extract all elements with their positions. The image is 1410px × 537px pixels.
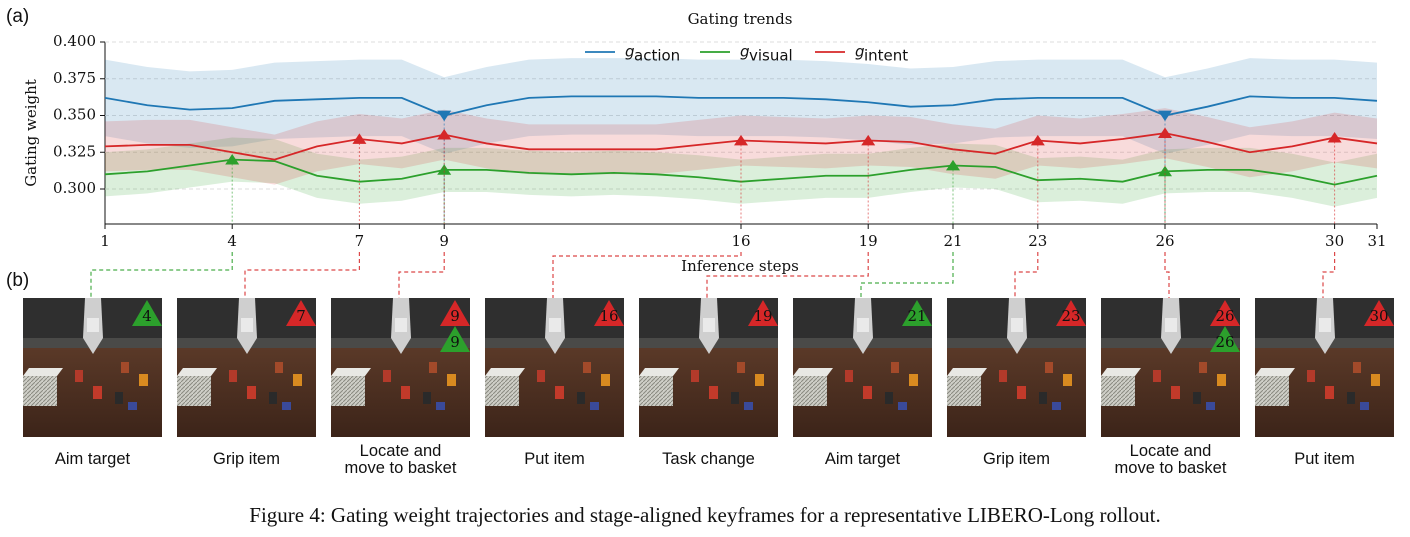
badge	[132, 300, 162, 326]
badge	[1210, 300, 1240, 326]
connector	[1164, 252, 1170, 298]
keyframe-label: Grip item	[983, 450, 1050, 468]
figure: Gating trends Gating weight Inference st…	[22, 10, 1394, 437]
panel-label: (a)	[6, 6, 30, 27]
y-tick-label: 0.325	[53, 142, 96, 160]
x-tick-label: 9	[439, 232, 449, 250]
legend-label: visual	[749, 47, 793, 65]
keyframe-label: Task change	[662, 450, 755, 468]
legend-symbol: g	[625, 43, 635, 61]
connector	[90, 252, 233, 298]
badge	[1364, 300, 1394, 326]
connector	[706, 252, 869, 298]
x-tick-label: 4	[227, 232, 237, 250]
badge	[440, 326, 470, 352]
badge-number: 19	[753, 307, 772, 325]
marker	[1327, 131, 1342, 143]
badge	[594, 300, 624, 326]
marker	[861, 134, 876, 146]
legend-label: intent	[864, 47, 908, 65]
keyframe-label: Grip item	[213, 450, 280, 468]
badge-number: 9	[450, 307, 460, 325]
connector	[552, 252, 742, 298]
panel-label: (b)	[6, 270, 30, 291]
x-tick-label: 7	[355, 232, 365, 250]
x-tick-label: 23	[1028, 232, 1047, 250]
badge-number: 23	[1061, 307, 1080, 325]
badge	[1056, 300, 1086, 326]
legend-label: action	[634, 47, 680, 65]
marker	[437, 164, 452, 175]
x-tick-label: 26	[1155, 232, 1174, 250]
x-axis-label: Inference steps	[681, 257, 799, 275]
band	[105, 137, 1377, 207]
badge-number: 4	[142, 307, 152, 325]
marker	[734, 134, 748, 146]
badge	[286, 300, 316, 326]
badge	[902, 300, 932, 326]
band	[105, 58, 1377, 154]
connector	[1014, 252, 1039, 298]
keyframe-label: Locate and move to basket	[1114, 442, 1227, 477]
y-tick-label: 0.300	[53, 179, 96, 197]
keyframe-label: Locate and move to basket	[344, 442, 457, 477]
y-axis-label: Gating weight	[22, 79, 40, 187]
x-tick-label: 31	[1367, 232, 1386, 250]
legend-symbol: g	[740, 43, 750, 61]
badge	[1210, 326, 1240, 352]
y-tick-label: 0.350	[53, 106, 96, 124]
caption: Figure 4: Gating weight trajectories and…	[249, 503, 1161, 527]
connector	[244, 252, 360, 298]
x-tick-label: 21	[943, 232, 962, 250]
x-tick-label: 30	[1325, 232, 1344, 250]
keyframe-label: Aim target	[824, 450, 901, 468]
y-tick-label: 0.375	[53, 69, 96, 87]
keyframe-label: Put item	[524, 450, 585, 468]
marker	[1158, 110, 1172, 122]
connector	[398, 252, 445, 298]
badge-number: 21	[907, 307, 926, 325]
marker	[1030, 134, 1045, 146]
badge-number: 9	[450, 333, 460, 351]
badge-number: 26	[1215, 333, 1234, 351]
connector	[860, 252, 954, 298]
keyframe-label: Aim target	[54, 450, 131, 468]
chart-title: Gating trends	[688, 10, 793, 28]
marker	[437, 110, 452, 122]
y-tick-label: 0.400	[53, 32, 96, 50]
marker	[1158, 127, 1172, 139]
marker	[437, 129, 452, 140]
badge-number: 7	[296, 307, 306, 325]
connector	[1322, 252, 1336, 298]
x-tick-label: 19	[859, 232, 878, 250]
badge-number: 26	[1215, 307, 1234, 325]
badge-number: 30	[1369, 307, 1388, 325]
x-tick-label: 16	[731, 232, 750, 250]
marker	[225, 154, 240, 165]
legend-symbol: g	[855, 43, 865, 61]
x-tick-label: 1	[100, 232, 110, 250]
keyframe-label: Put item	[1294, 450, 1355, 468]
badge-number: 16	[599, 307, 618, 325]
marker	[352, 133, 367, 144]
badge	[440, 300, 470, 326]
marker	[946, 159, 960, 171]
badge	[748, 300, 778, 326]
